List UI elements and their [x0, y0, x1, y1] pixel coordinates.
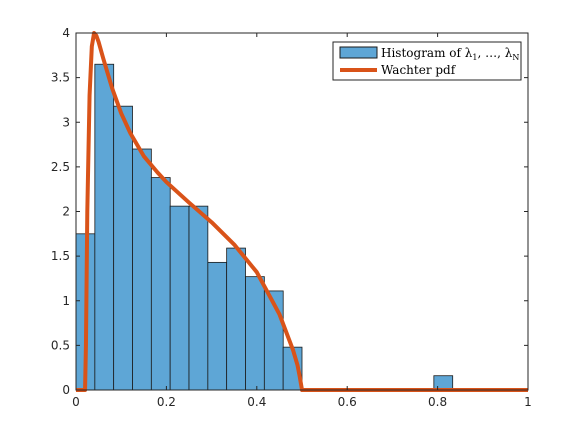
histogram-bar — [188, 205, 209, 391]
x-tick-label: 0.6 — [338, 395, 357, 409]
y-tick-label: 2 — [62, 205, 70, 219]
y-tick-label: 0.5 — [51, 338, 70, 352]
histogram-bar — [245, 276, 265, 391]
legend-histogram-middle: , …, λ — [477, 46, 512, 60]
histogram-bar — [132, 148, 152, 391]
histogram-bar — [226, 247, 246, 391]
x-tick-label: 1 — [524, 395, 532, 409]
legend-histogram-subN: N — [512, 53, 519, 62]
y-tick-label: 1.5 — [51, 249, 70, 263]
x-tick-label: 0.4 — [247, 395, 266, 409]
legend-swatch-histogram — [339, 46, 378, 59]
histogram-bar — [433, 375, 454, 391]
y-axis-ticks: 0 0.5 1 1.5 2 2.5 3 3.5 4 — [51, 26, 528, 397]
histogram-bar — [150, 177, 171, 391]
x-axis-ticks: 0 0.2 0.4 0.6 0.8 1 — [72, 33, 532, 409]
legend-histogram-prefix: Histogram of λ — [381, 46, 473, 60]
y-tick-label: 0 — [62, 383, 70, 397]
histogram-bars — [75, 63, 454, 391]
legend: Histogram of λ1, …, λN Wachter pdf — [332, 41, 522, 81]
histogram-bar — [113, 105, 133, 391]
histogram-bar — [94, 63, 115, 391]
legend-histogram-sub1: 1 — [472, 53, 477, 62]
y-tick-label: 3.5 — [51, 71, 70, 85]
y-tick-label: 3 — [62, 115, 70, 129]
y-tick-label: 4 — [62, 26, 70, 40]
y-tick-label: 2.5 — [51, 160, 70, 174]
wachter-pdf-line — [76, 31, 528, 392]
x-tick-label: 0 — [72, 395, 80, 409]
legend-label-pdf: Wachter pdf — [381, 63, 457, 77]
histogram-bar — [207, 261, 228, 391]
histogram-bar — [169, 205, 190, 391]
x-tick-label: 0.2 — [157, 395, 176, 409]
y-tick-label: 1 — [62, 294, 70, 308]
legend-label-histogram: Histogram of λ1, …, λN — [381, 46, 519, 62]
x-tick-label: 0.8 — [428, 395, 447, 409]
